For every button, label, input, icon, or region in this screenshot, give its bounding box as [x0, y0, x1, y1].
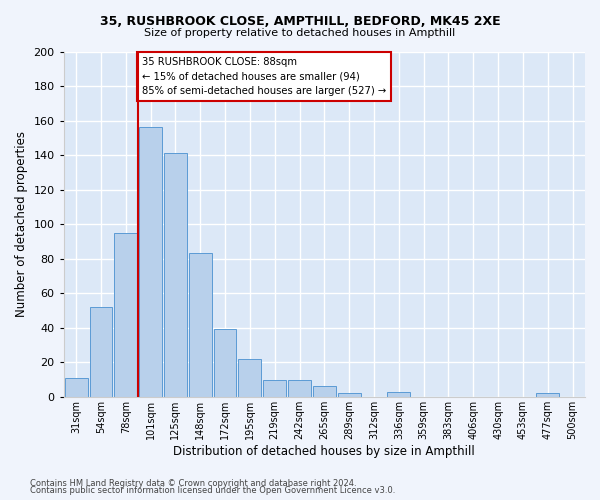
- Text: Contains HM Land Registry data © Crown copyright and database right 2024.: Contains HM Land Registry data © Crown c…: [30, 478, 356, 488]
- Bar: [89, 307, 112, 397]
- Bar: [164, 154, 187, 397]
- Bar: [238, 359, 262, 397]
- Bar: [536, 394, 559, 397]
- Text: 35, RUSHBROOK CLOSE, AMPTHILL, BEDFORD, MK45 2XE: 35, RUSHBROOK CLOSE, AMPTHILL, BEDFORD, …: [100, 15, 500, 28]
- Bar: [139, 128, 162, 397]
- Bar: [189, 254, 212, 397]
- Bar: [288, 380, 311, 397]
- Bar: [214, 330, 236, 397]
- X-axis label: Distribution of detached houses by size in Ampthill: Distribution of detached houses by size …: [173, 444, 475, 458]
- Bar: [338, 394, 361, 397]
- Bar: [313, 386, 336, 397]
- Y-axis label: Number of detached properties: Number of detached properties: [15, 131, 28, 317]
- Bar: [388, 392, 410, 397]
- Text: 35 RUSHBROOK CLOSE: 88sqm
← 15% of detached houses are smaller (94)
85% of semi-: 35 RUSHBROOK CLOSE: 88sqm ← 15% of detac…: [142, 56, 386, 96]
- Text: Contains public sector information licensed under the Open Government Licence v3: Contains public sector information licen…: [30, 486, 395, 495]
- Text: Size of property relative to detached houses in Ampthill: Size of property relative to detached ho…: [145, 28, 455, 38]
- Bar: [115, 233, 137, 397]
- Bar: [263, 380, 286, 397]
- Bar: [65, 378, 88, 397]
